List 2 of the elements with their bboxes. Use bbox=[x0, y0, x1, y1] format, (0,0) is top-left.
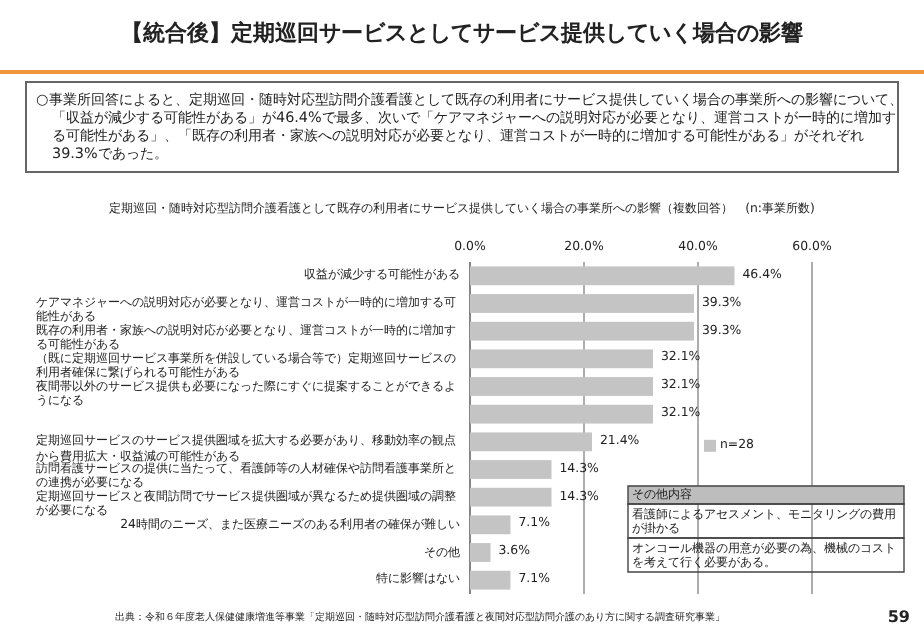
annotation: 59 bbox=[885, 608, 910, 626]
title: 【統合後】定期巡回サービスとしてサービス提供していく場合の影響 bbox=[119, 18, 805, 48]
